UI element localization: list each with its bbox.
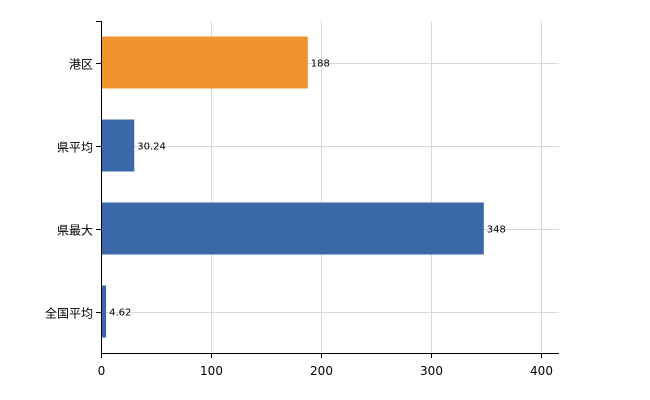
- x-tick-label: 200: [310, 364, 333, 378]
- data-label: 4.62: [109, 308, 131, 319]
- x-tick-label: 0: [98, 364, 106, 378]
- data-label: 30.24: [137, 142, 166, 153]
- data-label: 188: [311, 59, 330, 70]
- x-tick-label: 100: [200, 364, 223, 378]
- x-tick-label: 400: [530, 364, 553, 378]
- bars: [102, 36, 484, 338]
- x-tick-label: 300: [420, 364, 443, 378]
- bar: [102, 36, 308, 89]
- y-tick-label: 県最大: [57, 224, 93, 238]
- y-tick-label: 港区: [69, 58, 93, 72]
- bar: [102, 202, 484, 255]
- axes: [96, 21, 559, 358]
- y-tick-label: 全国平均: [45, 306, 93, 321]
- bar: [102, 119, 135, 172]
- y-tick-label: 県平均: [57, 141, 93, 155]
- data-label: 348: [487, 225, 506, 236]
- bar: [102, 285, 107, 338]
